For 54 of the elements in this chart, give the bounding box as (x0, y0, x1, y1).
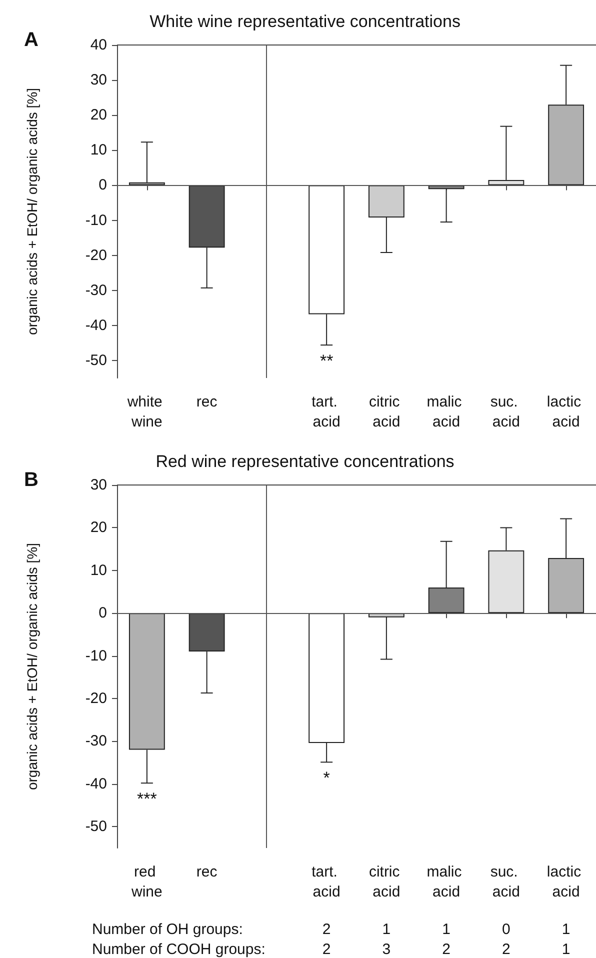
y-tick-label: 30 (90, 72, 107, 89)
y-axis-title: organic acids + EtOH/ organic acids [%] (24, 88, 40, 336)
text: A (24, 29, 38, 51)
text: 2 (442, 941, 450, 958)
x-tick-label: suc. acid (490, 864, 522, 900)
y-tick-label: -50 (85, 352, 107, 369)
y-tick-label: 40 (90, 36, 107, 54)
x-tick-label: malic acid (426, 864, 466, 900)
text: 3 (382, 941, 391, 958)
x-tick-label: lactic acid (546, 394, 586, 430)
y-tick-label: 10 (90, 142, 107, 159)
x-tick-label: malic acid (426, 394, 466, 430)
y-tick-label: -20 (85, 690, 107, 708)
text: 1 (562, 921, 570, 938)
data-label: *** (137, 790, 158, 809)
y-tick-label: 20 (90, 519, 107, 536)
y-tick-label: -20 (85, 246, 107, 264)
text: 1 (562, 941, 570, 958)
y-tick-label: 0 (98, 176, 107, 194)
x-tick-label: rec (196, 864, 218, 880)
chart-title: White wine representative concentrations (150, 12, 460, 31)
text: Number of OH groups: (92, 921, 243, 938)
text: 2 (502, 941, 510, 958)
x-tick-label: tart. acid (312, 864, 342, 900)
text: 2 (322, 921, 331, 938)
data-label: ** (320, 352, 334, 371)
text: 2 (322, 941, 331, 958)
text: 0 (502, 921, 510, 938)
data-label: * (323, 768, 330, 788)
y-tick-label: -30 (85, 282, 107, 299)
y-tick-label: -10 (85, 212, 107, 229)
x-tick-label: lactic acid (546, 864, 586, 900)
y-tick-label: -40 (85, 316, 107, 334)
text: B (24, 469, 38, 491)
y-axis-title: organic acids + EtOH/ organic acids [%] (24, 542, 40, 790)
chart-title: Red wine representative concentrations (156, 452, 454, 471)
y-tick-label: 0 (98, 604, 107, 622)
y-tick-label: 20 (90, 106, 107, 124)
x-tick-label: citric acid (368, 864, 404, 900)
text: Number of COOH groups: (92, 941, 266, 958)
text: 1 (442, 921, 450, 938)
x-tick-label: white wine (126, 394, 167, 430)
y-tick-label: -40 (85, 775, 107, 792)
x-tick-label: suc. acid (490, 394, 522, 430)
text: 1 (382, 921, 391, 938)
x-tick-label: citric acid (368, 394, 404, 430)
x-tick-label: red wine (130, 864, 162, 900)
y-tick-label: 10 (90, 562, 107, 579)
y-tick-label: 30 (90, 476, 107, 494)
x-tick-label: rec (196, 394, 218, 410)
x-tick-label: tart. acid (312, 394, 342, 430)
y-tick-label: -30 (85, 732, 107, 750)
y-tick-label: -50 (85, 818, 107, 836)
y-tick-label: -10 (85, 647, 107, 664)
